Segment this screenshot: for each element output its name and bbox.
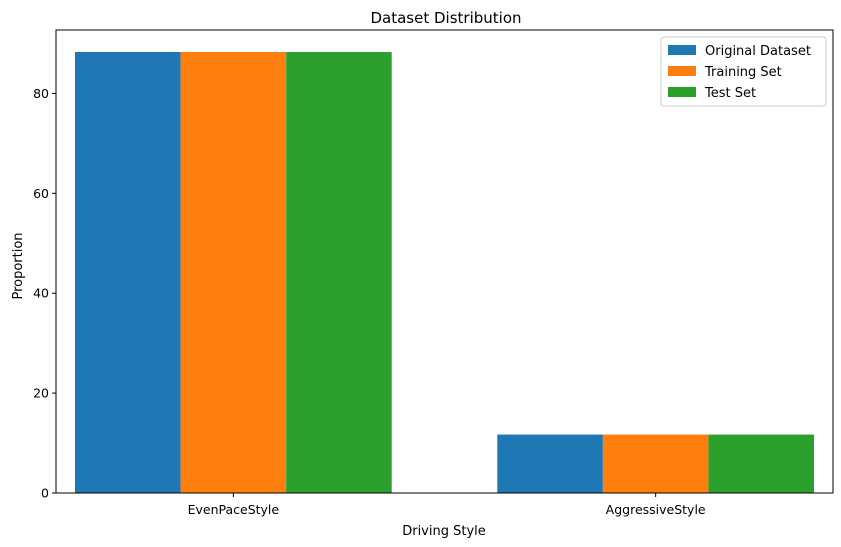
x-tick-label: AggressiveStyle [606, 502, 706, 517]
chart-title: Dataset Distribution [370, 9, 521, 27]
legend-swatch [668, 45, 696, 55]
y-axis-ticks: 0 20 40 60 80 [33, 86, 56, 501]
y-tick-label: 20 [33, 386, 49, 401]
y-tick-label: 80 [33, 86, 49, 101]
legend-items: Original Dataset Training Set Test Set [668, 44, 811, 101]
y-tick-label: 40 [33, 286, 49, 301]
bar-evenpacestyle-training-set [180, 51, 287, 494]
plot-area-frame [55, 29, 834, 494]
y-tick-label: 60 [33, 186, 49, 201]
bar-evenpacestyle-original-dataset [75, 51, 181, 494]
legend-frame [660, 36, 827, 107]
legend-label: Training Set [704, 65, 782, 80]
legend-swatch [668, 87, 696, 97]
legend-swatch [668, 66, 696, 76]
bar-aggressivestyle-original-dataset [497, 434, 603, 493]
bars-group [75, 51, 814, 494]
legend-label: Original Dataset [705, 44, 811, 59]
x-axis-ticks: EvenPaceStyle AggressiveStyle [188, 493, 706, 517]
x-axis-label: Driving Style [402, 524, 486, 539]
y-axis-label: Proportion [11, 232, 26, 299]
x-tick-label: EvenPaceStyle [188, 502, 280, 517]
bar-aggressivestyle-training-set [602, 434, 709, 493]
bar-aggressivestyle-test-set [708, 434, 814, 493]
legend: Original Dataset Training Set Test Set [660, 36, 827, 107]
bar-evenpacestyle-test-set [286, 51, 392, 494]
y-tick-label: 0 [41, 486, 49, 501]
legend-label: Test Set [704, 86, 756, 101]
